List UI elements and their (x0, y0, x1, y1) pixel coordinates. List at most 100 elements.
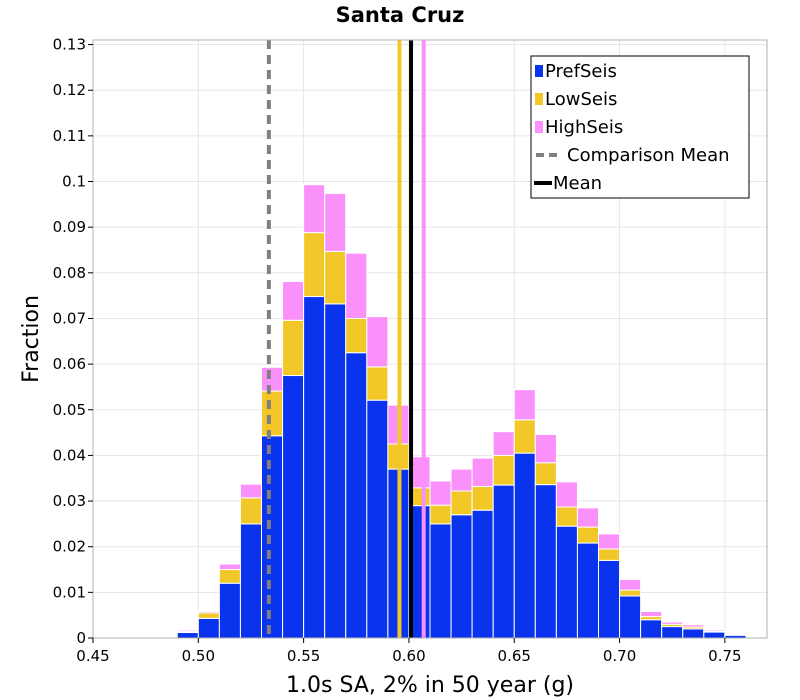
bar-highseis (661, 621, 684, 625)
y-tick-label: 0.11 (53, 127, 86, 145)
y-tick-label: 0.1 (62, 173, 86, 191)
legend-entry-prefseis: PrefSeis (535, 61, 617, 82)
bar-highseis (682, 624, 705, 628)
bar-prefseis (239, 523, 262, 639)
legend-label: Mean (553, 173, 602, 194)
bar-lowseis (576, 526, 599, 544)
y-tick-label: 0.05 (53, 401, 86, 419)
bar-lowseis (197, 612, 220, 619)
bar-lowseis (366, 366, 389, 401)
bar-prefseis (661, 626, 684, 639)
legend-entry-comparison-mean: Comparison Mean (536, 145, 730, 166)
bar-prefseis (682, 628, 705, 639)
legend: PrefSeis LowSeis HighSeis Comparison Mean Me… (530, 55, 750, 199)
bar-prefseis (197, 617, 220, 639)
legend-entry-highseis: HighSeis (535, 117, 623, 138)
legend-label: HighSeis (545, 117, 623, 138)
bar-highseis (619, 579, 642, 591)
bar-highseis (703, 629, 726, 632)
x-tick-label: 0.65 (498, 647, 531, 665)
bar-highseis (261, 366, 284, 392)
bar-prefseis (513, 452, 536, 639)
y-tick-label: 0.06 (53, 355, 86, 373)
bar-lowseis (471, 485, 494, 511)
bar-highseis (366, 316, 389, 368)
bar-highseis (513, 389, 536, 421)
bar-prefseis (324, 303, 347, 639)
bar-highseis (345, 252, 368, 319)
bar-lowseis (218, 569, 241, 584)
y-tick-label: 0.01 (53, 583, 86, 601)
y-tick-label: 0.08 (53, 264, 86, 282)
y-tick-label: 0.02 (53, 538, 86, 556)
bar-prefseis (640, 619, 663, 639)
bar-prefseis (450, 514, 473, 639)
bar-highseis (429, 480, 452, 506)
bar-lowseis (598, 548, 621, 561)
bar-prefseis (218, 582, 241, 639)
y-tick-label: 0 (76, 629, 86, 647)
legend-label: PrefSeis (545, 61, 617, 82)
bar-prefseis (598, 559, 621, 639)
bar-lowseis (239, 497, 262, 525)
bar-highseis (282, 280, 305, 321)
legend-box (530, 55, 750, 199)
bar-prefseis (703, 631, 726, 639)
bar-lowseis (492, 454, 515, 486)
bar-lowseis (303, 232, 326, 298)
y-tick-label: 0.13 (53, 36, 86, 54)
bar-prefseis (534, 484, 557, 639)
bar-lowseis (282, 319, 305, 377)
bar-lowseis (261, 390, 284, 437)
bar-prefseis (492, 484, 515, 639)
mean-lines (266, 40, 426, 638)
bar-highseis (239, 483, 262, 499)
bar-highseis (598, 533, 621, 550)
bar-prefseis (282, 375, 305, 639)
legend-swatch (535, 65, 543, 77)
x-axis-label: 1.0s SA, 2% in 50 year (g) (286, 673, 574, 698)
bar-prefseis (261, 435, 284, 639)
bar-lowseis (619, 589, 642, 597)
legend-label: LowSeis (545, 89, 617, 110)
bar-lowseis (345, 317, 368, 354)
x-tick-label: 0.60 (392, 647, 425, 665)
y-tick-label: 0.03 (53, 492, 86, 510)
bar-highseis (176, 629, 199, 633)
bar-prefseis (366, 399, 389, 639)
bar-lowseis (324, 250, 347, 305)
bar-lowseis (513, 419, 536, 454)
bar-prefseis (555, 525, 578, 639)
chart-title: Santa Cruz (336, 3, 465, 27)
y-axis-label: Fraction (19, 295, 44, 383)
bar-highseis (492, 431, 515, 456)
plot-frame (92, 39, 768, 639)
x-tick-label: 0.50 (182, 647, 215, 665)
legend-swatch (535, 121, 543, 133)
x-tick-label: 0.55 (287, 647, 320, 665)
legend-label: Comparison Mean (567, 145, 730, 166)
bar-highseis (450, 468, 473, 492)
bar-prefseis (576, 542, 599, 639)
bar-lowseis (450, 490, 473, 516)
bar-prefseis (429, 523, 452, 639)
bar-highseis (534, 433, 557, 464)
y-axis-ticks: 0 0.01 0.02 0.03 0.04 0.05 0.06 0.07 0.08 0.09 0.1… (53, 36, 93, 647)
x-tick-label: 0.70 (603, 647, 636, 665)
bar-highseis (197, 611, 220, 614)
bar-prefseis (303, 296, 326, 639)
bar-prefseis (345, 352, 368, 639)
y-tick-label: 0.12 (53, 81, 86, 99)
bar-lowseis (555, 506, 578, 527)
legend-swatch (535, 93, 543, 105)
bar-lowseis (429, 504, 452, 525)
bar-highseis (303, 184, 326, 234)
bar-highseis (640, 611, 663, 618)
bar-prefseis (471, 509, 494, 639)
legend-entry-lowseis: LowSeis (535, 89, 617, 110)
bar-prefseis (619, 595, 642, 639)
bar-highseis (324, 192, 347, 252)
bar-highseis (555, 481, 578, 508)
x-axis-ticks: 0.45 0.50 0.55 0.60 0.65 0.70 0.75 (76, 638, 742, 665)
